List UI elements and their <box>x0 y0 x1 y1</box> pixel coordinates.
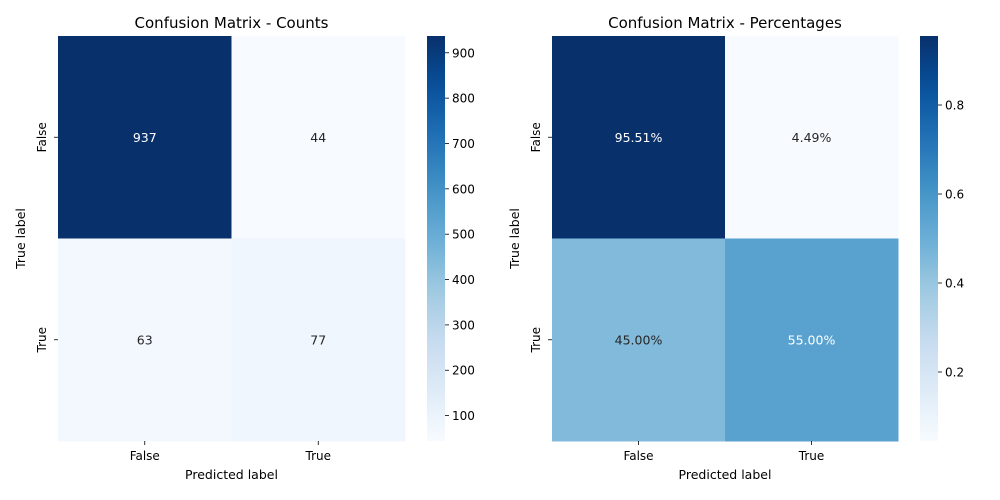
colorbar-tick-label: 900 <box>452 46 475 60</box>
colorbar-tick-label: 0.8 <box>945 99 964 113</box>
heatmap-cell <box>58 36 232 239</box>
colorbar-tick-label: 0.2 <box>945 365 964 379</box>
x-tick-label: False <box>623 449 653 463</box>
colorbar-tick-label: 400 <box>452 273 475 287</box>
colorbar-tick-label: 100 <box>452 409 475 423</box>
y-tick-label: False <box>529 122 543 152</box>
cell-value-label: 44 <box>310 130 326 145</box>
colorbar-tick-label: 700 <box>452 137 475 151</box>
heatmap-cell <box>725 238 899 442</box>
x-axis-label: Predicted label <box>679 467 772 482</box>
cell-value-label: 937 <box>133 130 157 145</box>
heatmap-cell <box>552 238 726 442</box>
cell-value-label: 4.49% <box>792 130 832 145</box>
x-tick-label: True <box>798 449 825 463</box>
colorbar-tick-label: 600 <box>452 182 475 196</box>
colorbar-tick-label: 300 <box>452 318 475 332</box>
heatmap-panel-2: 95.51% 4.49% 45.00% 55.00% Confusion Matrix … <box>507 14 964 482</box>
colorbar-tick-label: 0.4 <box>945 276 964 290</box>
heatmap-cell <box>58 238 232 442</box>
colorbar-tick-label: 800 <box>452 92 475 106</box>
colorbar <box>920 36 938 441</box>
chart-title: Confusion Matrix - Counts <box>135 14 329 32</box>
y-tick-label: False <box>35 122 49 152</box>
colorbar-tick-label: 0.6 <box>945 188 964 202</box>
y-tick-label: True <box>529 327 543 354</box>
chart-title: Confusion Matrix - Percentages <box>608 14 842 32</box>
x-axis-label: Predicted label <box>185 467 278 482</box>
colorbar <box>427 36 445 441</box>
y-tick-label: True <box>35 327 49 354</box>
heatmap-cell <box>725 36 899 239</box>
heatmap-cell <box>231 238 406 442</box>
y-axis-label: True label <box>13 208 28 270</box>
heatmap-cell <box>231 36 406 239</box>
cell-value-label: 55.00% <box>788 332 836 347</box>
y-axis-label: True label <box>507 208 522 270</box>
heatmap-cell <box>552 36 726 239</box>
cell-value-label: 63 <box>137 332 153 347</box>
colorbar-tick-label: 500 <box>452 228 475 242</box>
colorbar-tick-label: 200 <box>452 364 475 378</box>
cell-value-label: 77 <box>310 332 326 347</box>
x-tick-label: True <box>305 449 332 463</box>
x-tick-label: False <box>130 449 160 463</box>
heatmap-panel-1: 937 44 63 77 Confusion Matrix - Counts False T… <box>13 14 475 482</box>
cell-value-label: 45.00% <box>615 332 663 347</box>
cell-value-label: 95.51% <box>615 130 663 145</box>
